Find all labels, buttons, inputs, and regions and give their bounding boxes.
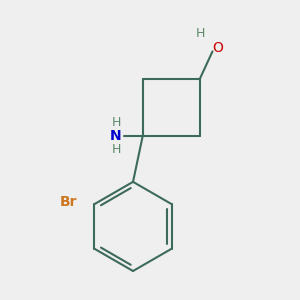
Text: H: H <box>111 116 121 129</box>
Text: H: H <box>196 27 205 40</box>
Text: O: O <box>213 41 224 56</box>
Text: Br: Br <box>59 195 77 209</box>
Text: N: N <box>109 129 121 143</box>
Text: H: H <box>111 143 121 156</box>
